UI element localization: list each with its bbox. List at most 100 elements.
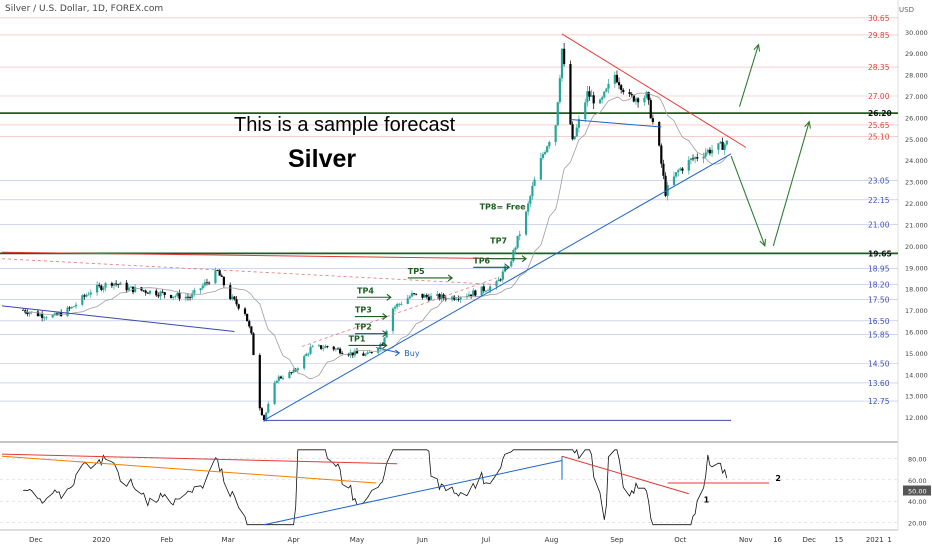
candle-body [233,296,236,300]
candle-body [100,285,103,290]
candle-body [571,124,574,140]
candle-body [81,295,84,305]
x-tick-label: Sep [610,536,624,544]
candle-body [115,283,118,285]
candle-body [174,296,177,297]
key-level-label: 19.65 [868,249,892,258]
level-label: 15.85 [868,331,890,340]
candle-body [660,145,663,164]
candle-body [281,378,285,379]
level-label: 27.00 [868,92,890,101]
candle-body [622,89,625,93]
osc-trend-line [1,453,398,465]
candle-body [503,266,507,272]
candle-body [66,307,69,317]
buy-arrow-head [394,349,401,357]
candle-body [453,296,456,300]
candle-body [482,286,485,291]
candle-body [495,281,498,287]
candle-body [696,157,699,159]
candle-body [658,121,661,146]
candle-body [41,314,44,318]
candle-body [68,307,71,309]
candle-body [324,346,327,348]
candle-body [248,321,251,327]
candle-body [353,350,357,356]
candle-body [533,179,536,186]
x-tick-label: Jul [481,536,491,544]
candle-body [541,154,545,159]
candle-body [681,168,684,171]
candle-body [125,282,128,291]
candle-body [146,292,149,294]
bullish-projection-arrow [738,44,760,107]
candle-body [214,270,217,284]
candle-body [142,290,145,292]
candle-body [26,312,29,315]
y-tick-label: 15.000 [905,350,928,358]
candle-body [191,293,194,298]
candle-body [317,345,321,347]
candle-body [222,276,225,286]
y-tick-label: 24.000 [905,157,928,165]
candle-body [605,88,608,92]
candle-body [112,283,116,286]
candle-body [155,290,158,296]
candle-body [719,141,722,144]
candle-body [704,152,707,157]
candle-body [362,353,365,356]
target-label: TP4 [357,286,374,295]
candle-body [127,287,130,291]
candle-body [199,288,202,291]
osc-marker-label: 2 [775,474,781,483]
candle-body [205,282,209,284]
candle-body [288,372,291,379]
candle-body [119,282,122,285]
candle-body [28,312,31,315]
candle-body [267,403,270,413]
candle-body [400,303,403,305]
candle-body [366,352,369,355]
candle-body [43,317,46,319]
candle-body [725,140,728,145]
level-label: 22.15 [868,196,890,205]
x-tick-label: Oct [674,536,686,544]
candle-body [110,283,113,286]
x-tick-label: Feb [161,536,174,544]
candle-body [334,348,337,350]
candle-body [617,82,621,86]
asset-title: Silver [288,145,357,173]
candle-body [457,299,460,300]
target-label: TP6 [473,256,490,265]
candle-body [381,343,384,345]
candle-body [672,176,676,186]
x-tick-label: Mar [222,536,235,544]
osc-value-badge [903,485,931,496]
y-tick-label: 20.000 [905,243,928,251]
candle-body [311,346,314,348]
candle-body [484,290,488,292]
target-label: TP7 [490,237,507,246]
candle-body [322,347,325,349]
candle-body [510,261,513,267]
candle-body [702,156,705,159]
level-label: 18.20 [868,280,890,289]
target-arrow-head [382,330,388,338]
candle-body [72,306,75,308]
resistance-line [1,251,510,260]
candle-body [391,308,395,331]
candle-body [455,299,458,300]
buy-label: Buy [404,349,420,358]
x-tick-label: 2021 [866,536,884,544]
y-tick-label: 21.000 [905,221,928,229]
level-label: 14.50 [868,360,890,369]
candle-body [379,343,382,349]
candle-body [148,290,152,294]
candle-body [592,95,595,104]
candle-body [514,247,517,251]
candle-body [645,92,648,98]
candle-body [102,287,105,290]
candle-body [442,294,445,298]
candle-body [512,250,515,262]
